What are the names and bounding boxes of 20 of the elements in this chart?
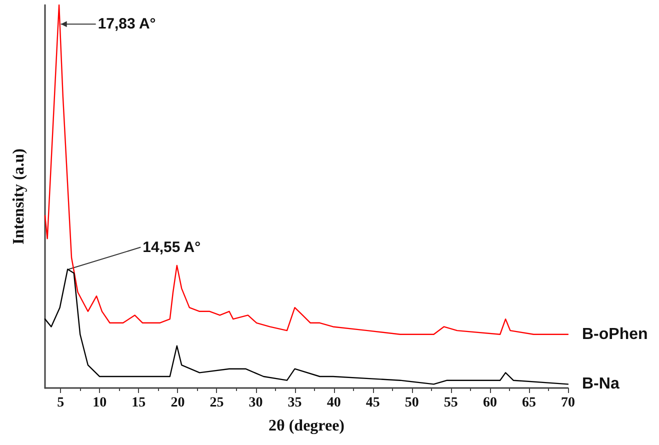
x-tick-label: 35 [288, 396, 302, 410]
annotation: 17,83 A° [98, 16, 156, 33]
x-tick-label: 5 [57, 396, 64, 410]
x-axis-title: 2θ (degree) [268, 418, 345, 434]
x-tick-label: 40 [326, 396, 341, 410]
x-tick-label: 60 [482, 396, 497, 410]
series-label: B-Na [582, 376, 620, 393]
x-tick-label: 30 [248, 396, 263, 410]
y-axis-title: Intensity (a.u) [10, 148, 28, 245]
annotation: 14,55 A° [142, 238, 201, 256]
x-tick-label: 65 [522, 396, 536, 410]
x-tick-label: 50 [404, 396, 419, 410]
x-tick-label: 20 [170, 396, 185, 410]
x-tick-label: 45 [366, 396, 380, 410]
x-tick-label: 70 [561, 396, 575, 410]
x-tick-label: 10 [92, 396, 107, 410]
x-tick-label: 25 [210, 396, 224, 410]
x-tick-label: 55 [444, 396, 458, 410]
x-tick-label: 15 [132, 396, 146, 410]
series-label: B-oPhen [582, 326, 648, 343]
